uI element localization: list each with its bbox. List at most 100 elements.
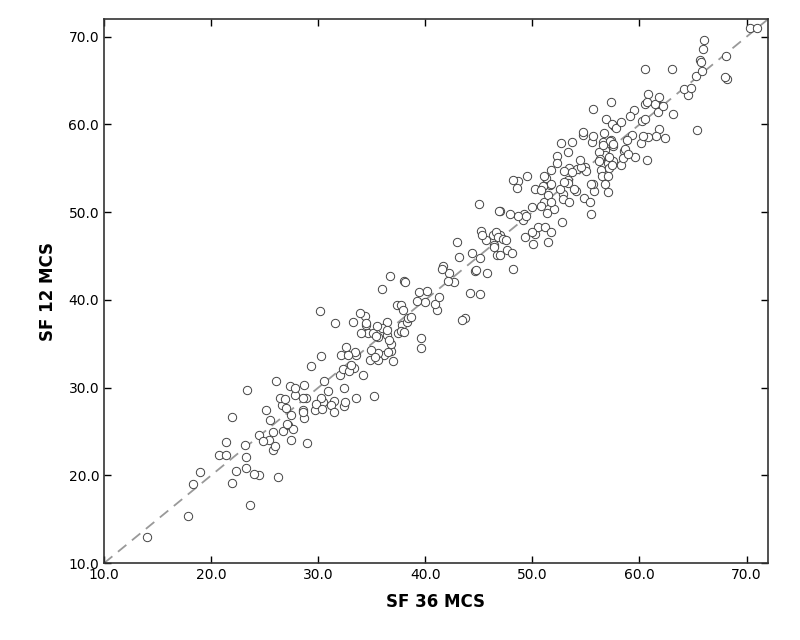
Point (354, 308, 366, 318)
Point (410, 296, 423, 306)
Point (545, 165, 558, 175)
Point (615, 116, 628, 127)
Point (266, 426, 279, 436)
Point (542, 190, 554, 200)
Point (562, 163, 575, 173)
Point (329, 317, 342, 328)
Point (298, 413, 310, 423)
Point (274, 393, 286, 403)
Point (577, 130, 590, 140)
Point (719, 51, 732, 61)
Point (304, 360, 317, 371)
Point (493, 230, 506, 240)
Point (599, 114, 612, 124)
Point (639, 64, 652, 74)
Point (698, 35, 710, 45)
Point (606, 156, 619, 166)
Point (598, 149, 611, 159)
Point (602, 171, 614, 181)
Point (487, 240, 500, 250)
Point (360, 320, 373, 330)
Point (226, 477, 238, 488)
Point (384, 346, 397, 356)
Point (657, 100, 670, 111)
Point (506, 264, 519, 274)
Point (322, 386, 334, 396)
Point (141, 532, 154, 542)
Point (588, 186, 601, 196)
Point (538, 197, 550, 207)
Point (412, 287, 425, 297)
Point (492, 206, 505, 216)
Point (637, 131, 650, 141)
Point (474, 289, 486, 300)
Point (238, 440, 251, 451)
Point (354, 328, 367, 338)
Point (641, 132, 654, 142)
Point (428, 300, 441, 310)
Point (278, 394, 291, 404)
Point (398, 276, 411, 287)
Point (556, 189, 569, 200)
Point (356, 370, 369, 380)
Point (500, 245, 513, 255)
Point (492, 232, 505, 243)
Point (603, 152, 616, 162)
Point (636, 115, 649, 125)
Point (744, 23, 757, 33)
Point (418, 296, 431, 307)
Point (592, 147, 605, 157)
Point (537, 170, 550, 180)
Point (629, 152, 642, 163)
Point (315, 393, 328, 403)
Point (395, 321, 408, 331)
Point (574, 162, 587, 172)
Point (641, 89, 654, 99)
Point (542, 237, 554, 248)
Point (511, 211, 524, 221)
Point (606, 118, 618, 129)
Point (685, 83, 698, 93)
Point (370, 330, 382, 340)
Point (368, 391, 381, 401)
Point (288, 383, 301, 393)
Point (275, 400, 288, 410)
Point (297, 405, 310, 415)
Point (338, 401, 351, 412)
Point (571, 164, 584, 175)
Point (212, 450, 225, 460)
Point (372, 332, 385, 342)
Point (540, 172, 553, 182)
Point (334, 370, 346, 380)
Point (666, 109, 679, 120)
Point (296, 407, 309, 417)
Point (378, 350, 390, 360)
Point (574, 155, 586, 165)
Point (562, 178, 574, 188)
Point (584, 197, 597, 207)
Point (372, 355, 385, 365)
Point (269, 441, 282, 451)
Point (510, 183, 523, 193)
Point (314, 351, 327, 362)
Point (602, 158, 614, 168)
Point (240, 463, 253, 473)
Point (325, 400, 338, 410)
Point (500, 235, 513, 245)
Point (541, 208, 554, 218)
Point (466, 248, 478, 258)
Point (534, 200, 547, 211)
Point (433, 291, 446, 301)
Point (620, 135, 633, 145)
Point (652, 92, 665, 102)
Point (618, 146, 631, 156)
Point (402, 312, 415, 323)
Point (594, 165, 607, 175)
Point (511, 176, 524, 186)
Point (253, 470, 266, 481)
Point (658, 133, 671, 143)
X-axis label: SF 36 MCS: SF 36 MCS (386, 593, 486, 611)
Point (538, 221, 551, 232)
Point (531, 222, 544, 232)
Point (298, 380, 310, 390)
